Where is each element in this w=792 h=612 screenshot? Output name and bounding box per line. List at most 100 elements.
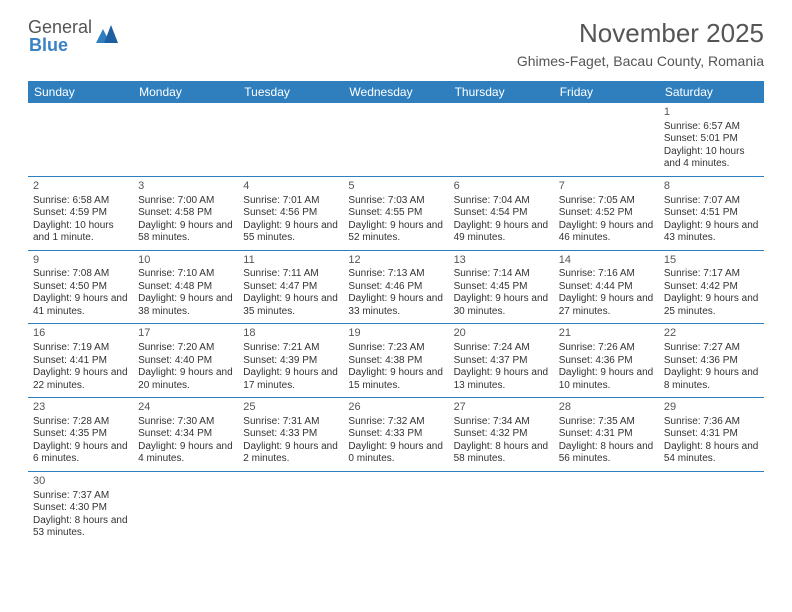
calendar-week: 16Sunrise: 7:19 AMSunset: 4:41 PMDayligh…	[28, 324, 764, 398]
day-number: 3	[138, 180, 233, 194]
calendar-day: 23Sunrise: 7:28 AMSunset: 4:35 PMDayligh…	[28, 398, 133, 471]
day-header: Monday	[133, 81, 238, 103]
day-number: 21	[559, 327, 654, 341]
calendar-day-empty	[449, 103, 554, 176]
calendar-day: 5Sunrise: 7:03 AMSunset: 4:55 PMDaylight…	[343, 177, 448, 250]
daylight-text: Daylight: 8 hours and 58 minutes.	[454, 441, 549, 466]
sunrise-text: Sunrise: 7:08 AM	[33, 268, 128, 281]
daylight-text: Daylight: 9 hours and 49 minutes.	[454, 220, 549, 245]
daylight-text: Daylight: 8 hours and 56 minutes.	[559, 441, 654, 466]
day-number: 25	[243, 401, 338, 415]
day-number: 19	[348, 327, 443, 341]
sunset-text: Sunset: 4:51 PM	[664, 207, 759, 220]
sunset-text: Sunset: 4:48 PM	[138, 281, 233, 294]
page-title: November 2025	[517, 18, 764, 49]
sunrise-text: Sunrise: 7:23 AM	[348, 342, 443, 355]
calendar-day: 8Sunrise: 7:07 AMSunset: 4:51 PMDaylight…	[659, 177, 764, 250]
weeks-container: 1Sunrise: 6:57 AMSunset: 5:01 PMDaylight…	[28, 103, 764, 545]
sunrise-text: Sunrise: 7:07 AM	[664, 195, 759, 208]
daylight-text: Daylight: 9 hours and 13 minutes.	[454, 367, 549, 392]
day-number: 13	[454, 254, 549, 268]
day-header: Friday	[554, 81, 659, 103]
daylight-text: Daylight: 9 hours and 2 minutes.	[243, 441, 338, 466]
sunset-text: Sunset: 4:50 PM	[33, 281, 128, 294]
daylight-text: Daylight: 9 hours and 43 minutes.	[664, 220, 759, 245]
day-number: 17	[138, 327, 233, 341]
calendar-day: 19Sunrise: 7:23 AMSunset: 4:38 PMDayligh…	[343, 324, 448, 397]
day-number: 10	[138, 254, 233, 268]
calendar-week: 23Sunrise: 7:28 AMSunset: 4:35 PMDayligh…	[28, 398, 764, 472]
calendar-day-empty	[133, 103, 238, 176]
sunrise-text: Sunrise: 6:58 AM	[33, 195, 128, 208]
day-header: Tuesday	[238, 81, 343, 103]
calendar-day: 17Sunrise: 7:20 AMSunset: 4:40 PMDayligh…	[133, 324, 238, 397]
sunset-text: Sunset: 4:42 PM	[664, 281, 759, 294]
day-number: 22	[664, 327, 759, 341]
calendar: Sunday Monday Tuesday Wednesday Thursday…	[28, 81, 764, 545]
sunrise-text: Sunrise: 7:17 AM	[664, 268, 759, 281]
calendar-day: 2Sunrise: 6:58 AMSunset: 4:59 PMDaylight…	[28, 177, 133, 250]
day-header: Sunday	[28, 81, 133, 103]
sunrise-text: Sunrise: 6:57 AM	[664, 121, 759, 134]
daylight-text: Daylight: 9 hours and 41 minutes.	[33, 293, 128, 318]
sunrise-text: Sunrise: 7:27 AM	[664, 342, 759, 355]
day-header: Thursday	[449, 81, 554, 103]
sunrise-text: Sunrise: 7:30 AM	[138, 416, 233, 429]
location-text: Ghimes-Faget, Bacau County, Romania	[517, 53, 764, 69]
sunset-text: Sunset: 4:35 PM	[33, 428, 128, 441]
daylight-text: Daylight: 9 hours and 22 minutes.	[33, 367, 128, 392]
daylight-text: Daylight: 9 hours and 8 minutes.	[664, 367, 759, 392]
calendar-day: 9Sunrise: 7:08 AMSunset: 4:50 PMDaylight…	[28, 251, 133, 324]
calendar-day-empty	[238, 103, 343, 176]
logo-text-blue: Blue	[29, 35, 68, 55]
sunset-text: Sunset: 4:36 PM	[664, 355, 759, 368]
day-number: 30	[33, 475, 128, 489]
calendar-day-empty	[28, 103, 133, 176]
day-number: 27	[454, 401, 549, 415]
calendar-day: 24Sunrise: 7:30 AMSunset: 4:34 PMDayligh…	[133, 398, 238, 471]
calendar-day: 21Sunrise: 7:26 AMSunset: 4:36 PMDayligh…	[554, 324, 659, 397]
calendar-day: 7Sunrise: 7:05 AMSunset: 4:52 PMDaylight…	[554, 177, 659, 250]
day-number: 9	[33, 254, 128, 268]
sunrise-text: Sunrise: 7:20 AM	[138, 342, 233, 355]
daylight-text: Daylight: 9 hours and 4 minutes.	[138, 441, 233, 466]
sunrise-text: Sunrise: 7:00 AM	[138, 195, 233, 208]
daylight-text: Daylight: 9 hours and 35 minutes.	[243, 293, 338, 318]
calendar-day: 15Sunrise: 7:17 AMSunset: 4:42 PMDayligh…	[659, 251, 764, 324]
sunrise-text: Sunrise: 7:36 AM	[664, 416, 759, 429]
day-number: 15	[664, 254, 759, 268]
daylight-text: Daylight: 9 hours and 58 minutes.	[138, 220, 233, 245]
sunset-text: Sunset: 4:30 PM	[33, 502, 128, 515]
daylight-text: Daylight: 9 hours and 30 minutes.	[454, 293, 549, 318]
calendar-week: 9Sunrise: 7:08 AMSunset: 4:50 PMDaylight…	[28, 251, 764, 325]
calendar-day: 26Sunrise: 7:32 AMSunset: 4:33 PMDayligh…	[343, 398, 448, 471]
day-number: 11	[243, 254, 338, 268]
daylight-text: Daylight: 8 hours and 53 minutes.	[33, 515, 128, 540]
calendar-week: 2Sunrise: 6:58 AMSunset: 4:59 PMDaylight…	[28, 177, 764, 251]
daylight-text: Daylight: 9 hours and 52 minutes.	[348, 220, 443, 245]
calendar-day: 30Sunrise: 7:37 AMSunset: 4:30 PMDayligh…	[28, 472, 133, 545]
sunrise-text: Sunrise: 7:24 AM	[454, 342, 549, 355]
daylight-text: Daylight: 9 hours and 17 minutes.	[243, 367, 338, 392]
sunrise-text: Sunrise: 7:03 AM	[348, 195, 443, 208]
title-block: November 2025 Ghimes-Faget, Bacau County…	[517, 18, 764, 69]
sunset-text: Sunset: 5:01 PM	[664, 133, 759, 146]
day-number: 2	[33, 180, 128, 194]
sunrise-text: Sunrise: 7:21 AM	[243, 342, 338, 355]
day-number: 26	[348, 401, 443, 415]
daylight-text: Daylight: 9 hours and 33 minutes.	[348, 293, 443, 318]
calendar-day: 27Sunrise: 7:34 AMSunset: 4:32 PMDayligh…	[449, 398, 554, 471]
sunset-text: Sunset: 4:40 PM	[138, 355, 233, 368]
day-number: 7	[559, 180, 654, 194]
day-number: 12	[348, 254, 443, 268]
sunset-text: Sunset: 4:31 PM	[559, 428, 654, 441]
daylight-text: Daylight: 9 hours and 6 minutes.	[33, 441, 128, 466]
header: General Blue November 2025 Ghimes-Faget,…	[0, 0, 792, 75]
logo: General Blue	[28, 18, 118, 54]
logo-icon	[96, 25, 118, 46]
calendar-day-empty	[343, 103, 448, 176]
sunset-text: Sunset: 4:46 PM	[348, 281, 443, 294]
calendar-day: 3Sunrise: 7:00 AMSunset: 4:58 PMDaylight…	[133, 177, 238, 250]
calendar-day-empty	[554, 472, 659, 545]
calendar-week: 30Sunrise: 7:37 AMSunset: 4:30 PMDayligh…	[28, 472, 764, 545]
